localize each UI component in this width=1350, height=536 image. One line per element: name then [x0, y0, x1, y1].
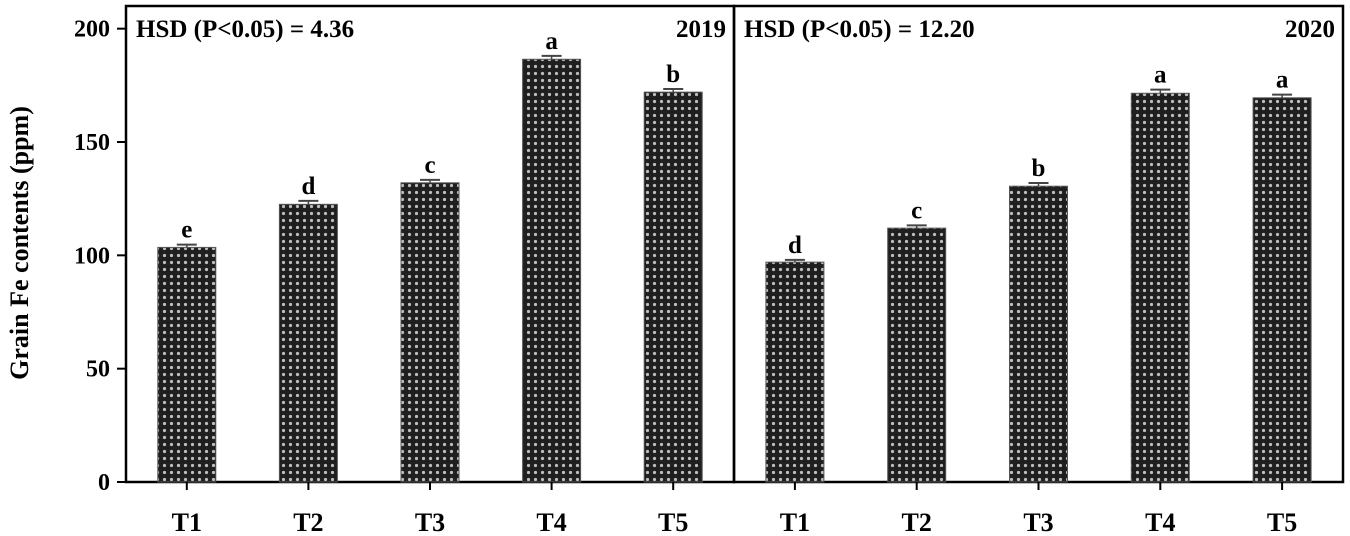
significance-letter: a [545, 28, 558, 55]
bar-T3 [400, 182, 460, 483]
x-tick-label: T2 [293, 508, 323, 536]
significance-letter: b [1032, 155, 1046, 182]
y-tick-label: 150 [74, 130, 110, 156]
bar-T4 [522, 58, 582, 483]
bar-T1 [157, 246, 217, 483]
significance-letter: a [1276, 67, 1289, 94]
bar-T5 [1252, 97, 1312, 483]
bar-T2 [278, 203, 338, 483]
y-axis-label: Grain Fe contents (ppm) [5, 106, 34, 380]
x-tick-label: T4 [536, 508, 566, 536]
significance-letter: d [301, 173, 315, 200]
significance-letter: b [666, 61, 680, 88]
y-tick-label: 50 [86, 357, 110, 383]
hsd-annotation: HSD (P<0.05) = 4.36 [136, 16, 354, 43]
x-tick-label: T3 [1023, 508, 1053, 536]
x-tick-label: T3 [415, 508, 445, 536]
x-tick-label: T5 [1267, 508, 1297, 536]
x-tick-label: T1 [172, 508, 202, 536]
bar-T5 [643, 91, 703, 483]
x-tick-label: T2 [902, 508, 932, 536]
x-tick-label: T4 [1145, 508, 1175, 536]
significance-letter: c [911, 197, 922, 224]
significance-letter: d [788, 232, 802, 259]
hsd-annotation: HSD (P<0.05) = 12.20 [744, 16, 975, 43]
year-label: 2020 [1285, 16, 1335, 43]
bar-T4 [1130, 92, 1190, 483]
y-tick-label: 100 [74, 243, 110, 269]
bar-T3 [1009, 185, 1068, 483]
significance-letter: e [181, 217, 192, 244]
y-tick-label: 0 [98, 470, 110, 496]
x-tick-label: T1 [780, 508, 810, 536]
significance-letter: a [1154, 62, 1167, 89]
x-tick-label: T5 [658, 508, 688, 536]
significance-letter: c [424, 152, 435, 179]
bar-T1 [765, 261, 825, 483]
plot-area: 0 50 100 150 200 e T1 d T2 c T3 a T4 b T5 HSD (P<0.05) … [74, 4, 1345, 536]
y-tick-label: 200 [74, 17, 110, 43]
year-label: 2019 [676, 16, 726, 43]
bar-T2 [887, 227, 947, 483]
